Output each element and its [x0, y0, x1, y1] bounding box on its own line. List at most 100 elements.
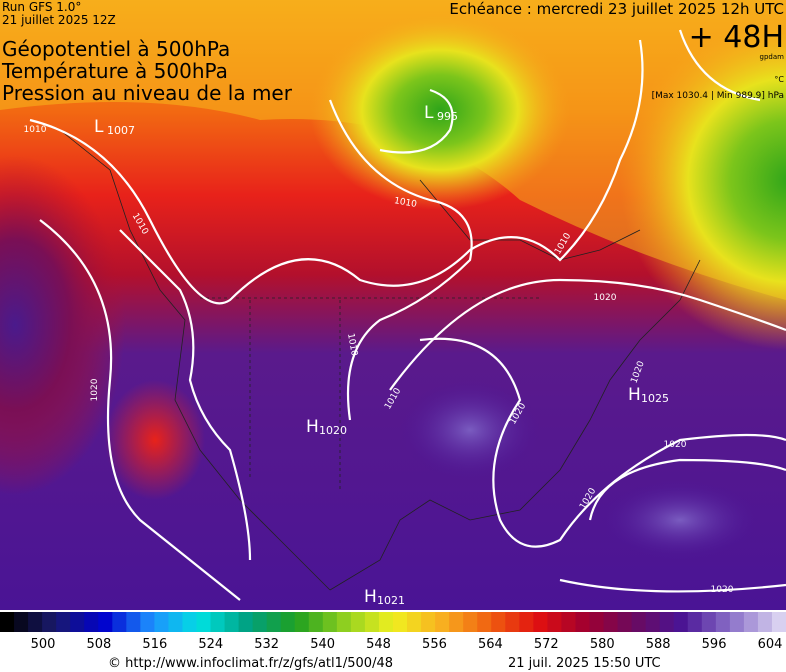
colorbar-swatch	[771, 612, 786, 632]
warm-core	[400, 380, 540, 480]
center-value: 1025	[641, 392, 669, 405]
colorbar-swatch	[378, 612, 394, 632]
colorbar-swatch	[294, 612, 310, 632]
colorbar-tick-label: 596	[702, 637, 727, 652]
colorbar-swatch	[645, 612, 661, 632]
cold-pool	[310, 10, 570, 210]
borders	[200, 297, 540, 490]
colorbar-swatch	[701, 612, 717, 632]
isobar-label: 1010	[24, 125, 47, 135]
colorbar-tick-label: 604	[758, 637, 783, 652]
isobar	[119, 229, 252, 561]
colorbar-tick-label: 540	[310, 637, 335, 652]
colorbar-tick-label: 516	[142, 637, 167, 652]
isobar	[39, 219, 241, 601]
center-letter: H	[364, 587, 377, 607]
colorbar-tick-label: 524	[198, 637, 223, 652]
colorbar-swatch	[14, 612, 29, 632]
center-value: 995	[437, 110, 458, 123]
colorbar-tick-label: 588	[646, 637, 671, 652]
isobar	[328, 99, 473, 421]
colorbar-swatch	[449, 612, 464, 632]
map	[0, 0, 786, 610]
unit-temp: °C	[774, 75, 784, 84]
colorbar-swatch	[463, 612, 478, 632]
colorbar-swatch	[308, 612, 324, 632]
colorbar-swatch	[477, 612, 492, 632]
colorbar-tick-label: 532	[254, 637, 279, 652]
isobar	[559, 458, 786, 593]
isobar	[29, 39, 644, 305]
colorbar-swatch	[252, 612, 268, 632]
colorbar-swatch	[238, 612, 254, 632]
colorbar-swatch	[210, 612, 226, 632]
colorbar-swatch	[140, 612, 155, 632]
isobar-label: 1020	[594, 293, 617, 303]
colorbar-swatch	[154, 612, 169, 632]
colorbar-swatch	[266, 612, 282, 632]
colorbar-swatch	[631, 612, 647, 632]
colorbar-swatch	[519, 612, 534, 632]
isobar-label: 1020	[711, 585, 734, 595]
colorbar-tick-label: 564	[478, 637, 503, 652]
colorbar-swatch	[547, 612, 562, 632]
colorbar-swatch	[687, 612, 703, 632]
coastline	[59, 129, 701, 591]
run-date: 21 juillet 2025 12Z	[2, 13, 116, 27]
colorbar-swatch	[575, 612, 590, 632]
warm-pool	[105, 380, 205, 500]
colorbar-swatch	[196, 612, 212, 632]
isobar-label: 1010	[345, 333, 359, 358]
center-value: 1020	[319, 424, 347, 437]
colorbar-swatch	[350, 612, 366, 632]
colorbar-tick-label: 500	[31, 637, 56, 652]
colorbar-swatch	[421, 612, 436, 632]
center-letter: H	[628, 385, 641, 405]
isobar-label: 1020	[664, 440, 687, 450]
unit-geo: gpdam	[760, 53, 785, 61]
run-label: Run GFS 1.0°	[2, 0, 81, 14]
cold-pool	[0, 155, 125, 495]
colorbar-swatch	[435, 612, 450, 632]
center-value: 1007	[107, 124, 135, 137]
warm-core	[600, 480, 760, 560]
lead-time: + 48H	[689, 20, 784, 55]
colorbar-swatch	[56, 612, 71, 632]
colorbar: 500 508 516 524 532 540 548 556 564 572 580 588 596 6…	[0, 612, 786, 652]
colorbar-swatch	[182, 612, 197, 632]
footer-source: © http://www.infoclimat.fr/z/gfs/atl1/50…	[108, 656, 393, 671]
colorbar-swatch	[673, 612, 689, 632]
colorbar-swatch	[70, 612, 85, 632]
colorbar-swatch	[28, 612, 43, 632]
colorbar-swatch	[42, 612, 57, 632]
colorbar-swatch	[589, 612, 605, 632]
colorbar-swatch	[336, 612, 352, 632]
isobar	[379, 29, 761, 154]
center-letter: L	[94, 117, 104, 137]
colorbar-swatch	[84, 612, 99, 632]
colorbar-swatch	[715, 612, 731, 632]
colorbar-swatch	[98, 612, 113, 632]
title: Géopotentiel à 500hPa	[2, 37, 230, 61]
footer-timestamp: 21 juil. 2025 15:50 UTC	[508, 656, 661, 671]
colorbar-swatch	[743, 612, 759, 632]
center-letter: H	[306, 417, 319, 437]
isobar-label: 1020	[90, 378, 100, 401]
isobar-label: 1010	[393, 196, 418, 210]
center-letter: L	[424, 103, 434, 123]
colorbar-swatch	[112, 612, 127, 632]
colorbar-tick-label: 572	[534, 637, 559, 652]
colorbar-tick-label: 556	[422, 637, 447, 652]
title: Pression au niveau de la mer	[2, 81, 293, 105]
colorbar-swatch	[393, 612, 408, 632]
isobar	[389, 278, 786, 391]
colorbar-swatch	[126, 612, 141, 632]
colorbar-swatch	[224, 612, 240, 632]
colorbar-swatch	[491, 612, 506, 632]
colorbar-swatch	[617, 612, 633, 632]
colorbar-swatch	[561, 612, 576, 632]
valid-time: Echéance : mercredi 23 juillet 2025 12h …	[449, 0, 784, 18]
colorbar-swatch	[505, 612, 520, 632]
colorbar-swatch	[322, 612, 338, 632]
